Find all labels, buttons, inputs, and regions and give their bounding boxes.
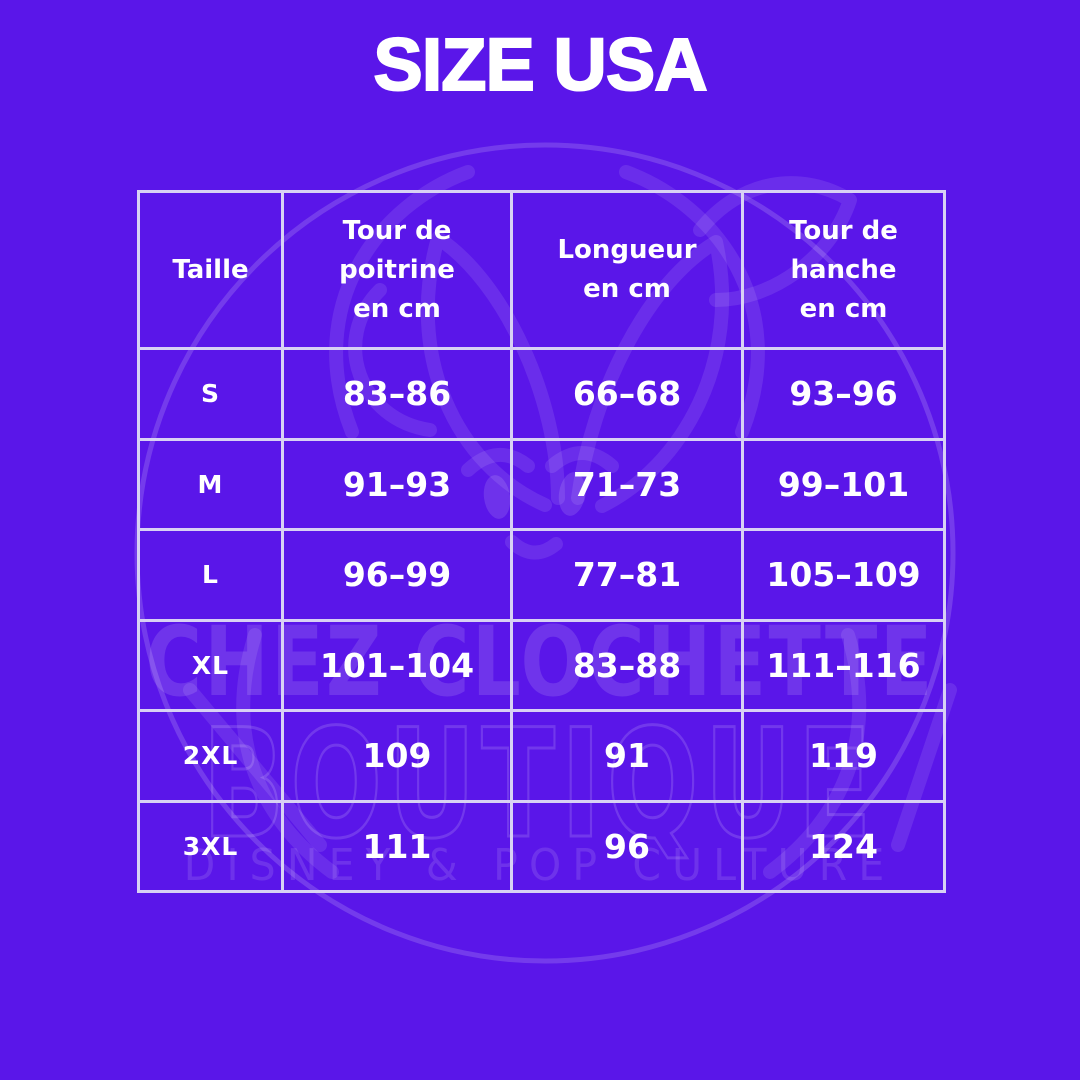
table-row-3xl: 3XL 111 96 124 [137,799,946,893]
hip-value: 105–109 [741,528,946,622]
table-row-2xl: 2XL 109 91 119 [137,709,946,803]
size-label: S [137,347,284,441]
size-label: XL [137,618,284,712]
length-value: 96 [510,799,744,893]
size-label: 2XL [137,709,284,803]
hip-value: 99–101 [741,437,946,531]
header-cell-longueur: Longueur en cm [510,190,744,350]
chest-value: 91–93 [281,437,513,531]
chest-value: 109 [281,709,513,803]
length-value: 66–68 [510,347,744,441]
header-cell-taille: Taille [137,190,284,350]
length-value: 83–88 [510,618,744,712]
chest-value: 111 [281,799,513,893]
table-row-l: L 96–99 77–81 105–109 [137,528,946,622]
header-cell-poitrine: Tour de poitrine en cm [281,190,513,350]
size-label: M [137,437,284,531]
hip-value: 111–116 [741,618,946,712]
chest-value: 96–99 [281,528,513,622]
length-value: 77–81 [510,528,744,622]
header-row: Taille Tour de poitrine en cm Longueur e… [137,190,946,350]
page-title: SIZE USA [372,22,708,107]
length-value: 91 [510,709,744,803]
table-row-s: S 83–86 66–68 93–96 [137,347,946,441]
chest-value: 83–86 [281,347,513,441]
hip-value: 93–96 [741,347,946,441]
table-row-xl: XL 101–104 83–88 111–116 [137,618,946,712]
length-value: 71–73 [510,437,744,531]
header-cell-hanche: Tour de hanche en cm [741,190,946,350]
size-chart-table: Taille Tour de poitrine en cm Longueur e… [137,190,946,893]
size-label: 3XL [137,799,284,893]
hip-value: 119 [741,709,946,803]
hip-value: 124 [741,799,946,893]
table-row-m: M 91–93 71–73 99–101 [137,437,946,531]
size-label: L [137,528,284,622]
chest-value: 101–104 [281,618,513,712]
